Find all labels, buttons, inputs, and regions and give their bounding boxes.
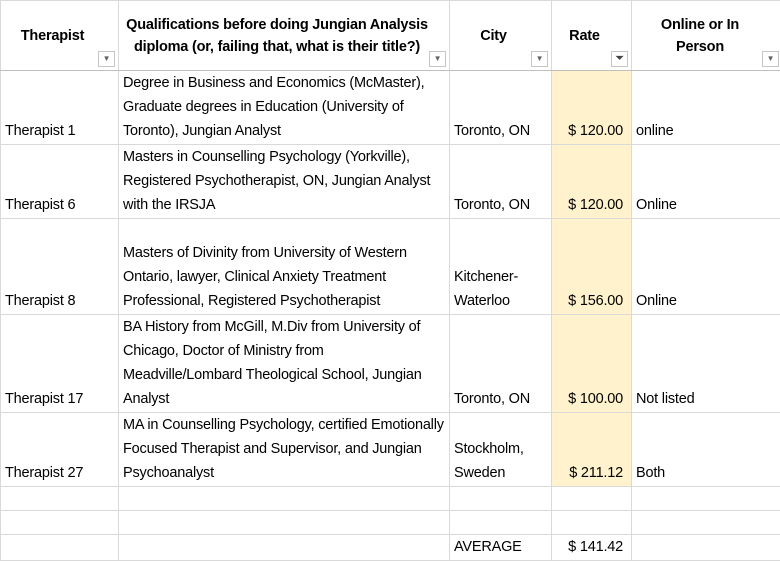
empty-cell[interactable] [119,511,450,535]
mode-cell[interactable]: online [632,71,780,145]
empty-cell[interactable] [1,487,119,511]
rate-cell[interactable]: $ 211.12 [552,413,632,487]
dropdown-arrow-icon[interactable]: ▼ [762,51,779,67]
empty-row [1,487,780,511]
empty-row [1,511,780,535]
city-cell[interactable]: Toronto, ON [450,315,552,413]
mode-cell[interactable]: Both [632,413,780,487]
average-value[interactable]: $ 141.42 [552,535,632,561]
empty-cell[interactable] [119,535,450,561]
table-row: Therapist 17 BA History from McGill, M.D… [1,315,780,413]
therapist-cell[interactable]: Therapist 6 [1,145,119,219]
table-row: Therapist 6 Masters in Counselling Psych… [1,145,780,219]
filter-active-icon[interactable]: ⏷ [611,51,628,67]
empty-cell[interactable] [119,487,450,511]
header-rate: Rate⏷ [552,1,632,71]
city-cell[interactable]: Toronto, ON [450,71,552,145]
empty-cell[interactable] [552,511,632,535]
therapist-cell[interactable]: Therapist 17 [1,315,119,413]
rate-cell[interactable]: $ 120.00 [552,145,632,219]
empty-cell[interactable] [632,487,780,511]
header-mode: Online or In Person▼ [632,1,780,71]
therapist-cell[interactable]: Therapist 1 [1,71,119,145]
qualifications-cell[interactable]: MA in Counselling Psychology, certified … [119,413,450,487]
mode-cell[interactable]: Not listed [632,315,780,413]
empty-cell[interactable] [552,487,632,511]
qualifications-cell[interactable]: BA History from McGill, M.Div from Unive… [119,315,450,413]
therapist-cell[interactable]: Therapist 8 [1,219,119,315]
table-row: Therapist 27 MA in Counselling Psycholog… [1,413,780,487]
qualifications-cell[interactable]: Degree in Business and Economics (McMast… [119,71,450,145]
average-label[interactable]: AVERAGE [450,535,552,561]
summary-row: AVERAGE $ 141.42 [1,535,780,561]
table-row: Therapist 8 Masters of Divinity from Uni… [1,219,780,315]
empty-cell[interactable] [450,487,552,511]
empty-cell[interactable] [1,511,119,535]
qualifications-cell[interactable]: Masters of Divinity from University of W… [119,219,450,315]
therapist-cell[interactable]: Therapist 27 [1,413,119,487]
header-qualifications: Qualifications before doing Jungian Anal… [119,1,450,71]
table-row: Therapist 1 Degree in Business and Econo… [1,71,780,145]
city-cell[interactable]: Stockholm, Sweden [450,413,552,487]
empty-cell[interactable] [1,535,119,561]
empty-cell[interactable] [632,511,780,535]
rate-cell[interactable]: $ 120.00 [552,71,632,145]
dropdown-arrow-icon[interactable]: ▼ [98,51,115,67]
dropdown-arrow-icon[interactable]: ▼ [531,51,548,67]
empty-cell[interactable] [450,511,552,535]
mode-cell[interactable]: Online [632,145,780,219]
dropdown-arrow-icon[interactable]: ▼ [429,51,446,67]
header-row: Therapist▼ Qualifications before doing J… [1,1,780,71]
rate-cell[interactable]: $ 100.00 [552,315,632,413]
mode-cell[interactable]: Online [632,219,780,315]
city-cell[interactable]: Toronto, ON [450,145,552,219]
header-city: City▼ [450,1,552,71]
header-therapist: Therapist▼ [1,1,119,71]
qualifications-cell[interactable]: Masters in Counselling Psychology (Yorkv… [119,145,450,219]
rate-cell[interactable]: $ 156.00 [552,219,632,315]
empty-cell[interactable] [632,535,780,561]
city-cell[interactable]: Kitchener-Waterloo [450,219,552,315]
